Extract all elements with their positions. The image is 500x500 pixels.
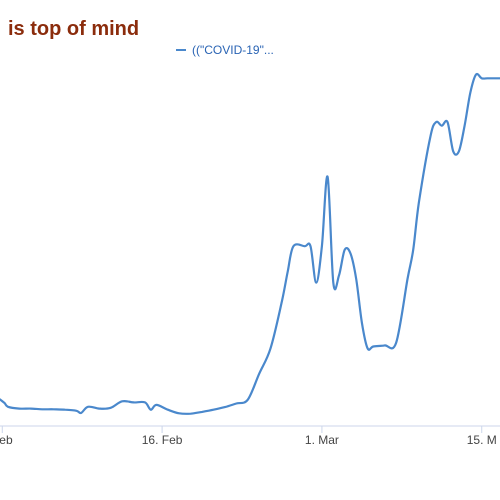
chart-title: is top of mind	[8, 18, 140, 40]
legend-item[interactable]: (("COVID-19"...	[176, 43, 274, 57]
x-tick-label: 1. Mar	[305, 433, 339, 447]
legend-swatch	[176, 49, 186, 51]
x-tick-label: 16. Feb	[142, 433, 183, 447]
legend-label: (("COVID-19"...	[192, 43, 274, 57]
x-tick-label: Feb	[0, 433, 13, 447]
x-tick-label: 15. M	[467, 433, 497, 447]
series-line-0[interactable]	[0, 72, 500, 415]
